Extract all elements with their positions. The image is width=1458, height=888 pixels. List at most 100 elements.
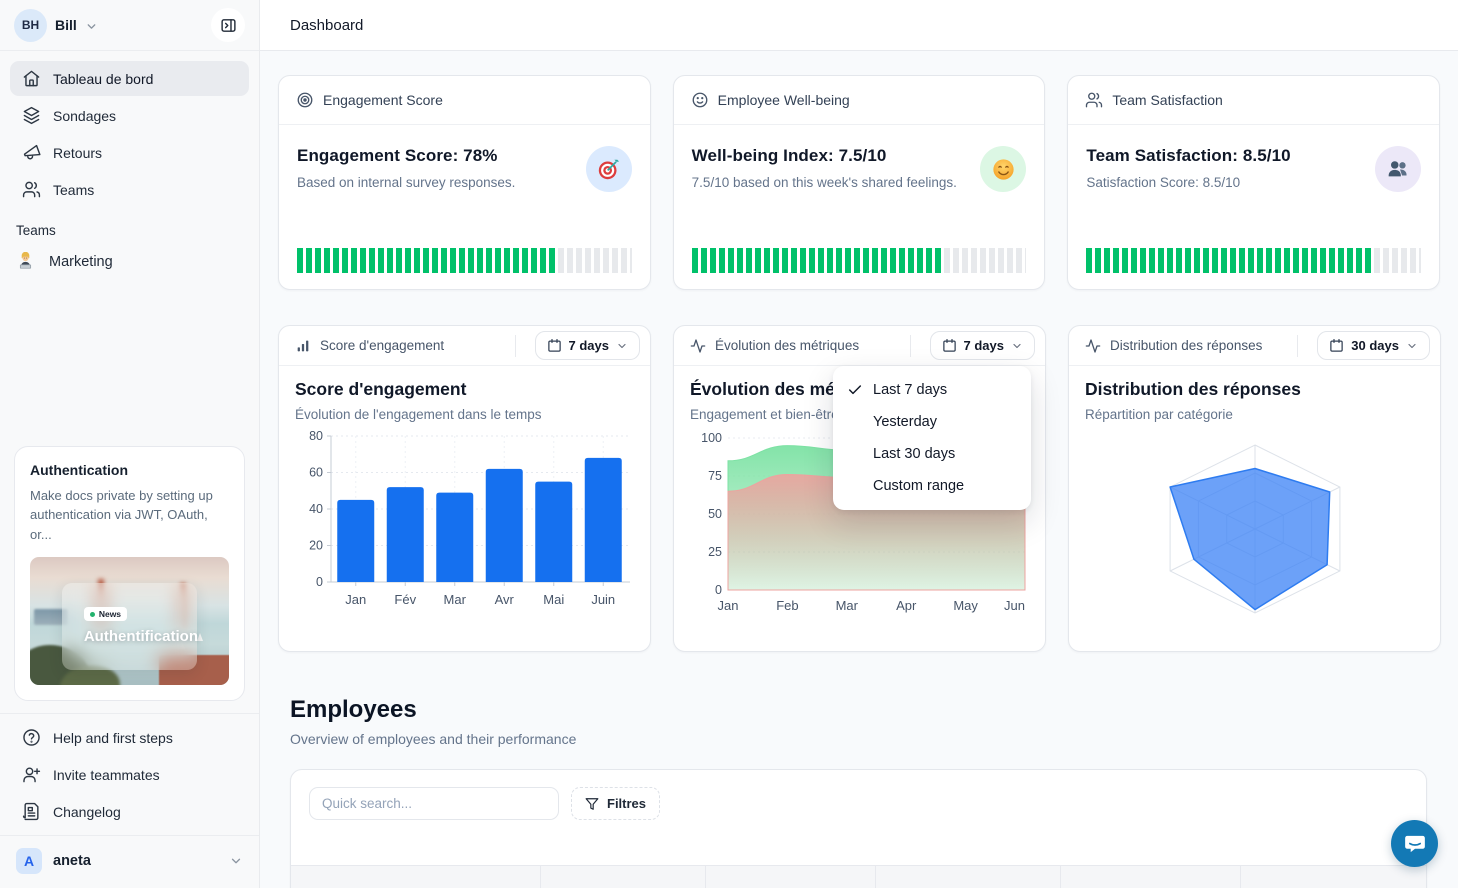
progress-fill <box>691 248 943 273</box>
chevron-down-icon <box>1011 340 1023 352</box>
workspace-avatar: A <box>16 848 42 874</box>
megaphone-icon <box>22 143 41 162</box>
page-title: Dashboard <box>290 16 364 34</box>
employees-toolbar: Filtres <box>291 770 1426 820</box>
chevron-down-icon <box>85 20 98 33</box>
card-header-label: Team Satisfaction <box>1112 92 1223 108</box>
range-selector-button[interactable]: 7 days <box>534 331 640 360</box>
card-body: Distribution des réponses Répartition pa… <box>1069 366 1440 632</box>
progress-fill <box>297 248 559 273</box>
svg-text:50: 50 <box>708 507 722 521</box>
card-body: Score d'engagement Évolution de l'engage… <box>279 366 650 612</box>
employee-wellbeing-card: Employee Well-being Well-being Index: 7.… <box>672 75 1046 290</box>
target-icon <box>296 91 314 109</box>
promo-title: Authentication <box>30 461 128 478</box>
smile-icon <box>691 91 709 109</box>
promo-image-label: Authentification <box>83 628 198 646</box>
svg-text:May: May <box>953 598 978 613</box>
sidebar-item-label: Invite teammates <box>53 766 160 783</box>
card-body: Well-being Index: 7.5/10 7.5/10 based on… <box>674 125 1045 192</box>
foliage-shape <box>60 665 120 685</box>
users-icon <box>22 180 41 199</box>
sidebar-section-teams: Teams <box>16 223 56 238</box>
promo-overlay-card: News Authentification <box>61 582 198 670</box>
svg-text:Fév: Fév <box>394 592 416 607</box>
range-label: 30 days <box>1351 338 1399 353</box>
workspace-switcher[interactable]: A aneta <box>0 836 259 888</box>
svg-text:Jan: Jan <box>718 598 739 613</box>
sidebar-item-retours[interactable]: Retours <box>10 135 249 170</box>
sidebar-header: BH Bill <box>0 0 259 50</box>
stat-title: Team Satisfaction: 8.5/10 <box>1086 146 1291 165</box>
column-header-user[interactable]: User <box>291 866 541 888</box>
menu-item-yesterday[interactable]: Yesterday <box>833 406 1031 438</box>
sidebar-item-label: Help and first steps <box>53 729 173 746</box>
employees-table-card: Filtres User Team <box>290 769 1427 888</box>
home-icon <box>22 69 41 88</box>
range-label: 7 days <box>568 338 609 353</box>
employees-section: Employees Overview of employees and thei… <box>260 652 1458 888</box>
filters-button[interactable]: Filtres <box>571 787 661 820</box>
divider <box>909 334 911 357</box>
chevron-down-icon <box>616 340 628 352</box>
sidebar-nav: Tableau de bord Sondages Retours Teams <box>0 51 259 209</box>
card-header: Engagement Score <box>279 76 650 125</box>
menu-item-label: Last 7 days <box>873 382 948 398</box>
sidebar-spacer <box>0 279 259 446</box>
column-header-position[interactable]: Position <box>706 866 876 888</box>
badge-dot-icon <box>89 611 95 617</box>
changelog-icon <box>22 802 41 821</box>
collapse-sidebar-button[interactable] <box>211 8 245 42</box>
sidebar-item-help[interactable]: Help and first steps <box>10 720 249 755</box>
chat-launcher-button[interactable] <box>1391 820 1438 867</box>
user-name[interactable]: Bill <box>55 17 77 33</box>
chat-bubble-icon <box>1403 832 1427 856</box>
satisfaction-progress-bar <box>1086 248 1422 273</box>
bar-chart-icon <box>295 338 311 354</box>
svg-text:0: 0 <box>715 583 722 597</box>
divider <box>1297 334 1299 357</box>
sidebar-item-sondages[interactable]: Sondages <box>10 98 249 133</box>
responses-radar-chart <box>1085 426 1426 632</box>
responses-distribution-card: Distribution des réponses 30 days Distri… <box>1068 325 1441 652</box>
svg-text:Jan: Jan <box>345 592 366 607</box>
target-emoji-icon <box>585 146 632 192</box>
avatar[interactable]: BH <box>14 8 47 42</box>
column-header-participation[interactable]: Participation <box>876 866 1061 888</box>
authentication-promo-card[interactable]: Authentication Make docs private by sett… <box>14 445 245 701</box>
sidebar-item-label: Changelog <box>53 803 121 820</box>
sidebar-item-label: Retours <box>53 144 103 161</box>
sidebar-item-marketing[interactable]: Marketing <box>0 244 259 279</box>
sidebar-item-teams[interactable]: Teams <box>10 172 249 207</box>
stat-subtitle: Satisfaction Score: 8.5/10 <box>1086 175 1241 190</box>
range-selector-button[interactable]: 7 days <box>929 331 1035 360</box>
sidebar-item-tableau-de-bord[interactable]: Tableau de bord <box>10 61 249 96</box>
column-header-team[interactable]: Team <box>541 866 706 888</box>
sidebar-item-changelog[interactable]: Changelog <box>10 794 249 829</box>
card-header: Team Satisfaction <box>1068 76 1440 125</box>
stat-title: Well-being Index: 7.5/10 <box>691 146 887 165</box>
menu-item-label: Last 30 days <box>873 446 956 462</box>
card-header-label: Distribution des réponses <box>1110 338 1263 353</box>
menu-item-custom-range[interactable]: Custom range <box>833 470 1031 502</box>
main-area: Dashboard Engagement Score Engagement Sc… <box>260 0 1458 888</box>
table-header-row: User Team Position <box>291 865 1426 888</box>
sidebar: BH Bill Tableau de bord Sondages <box>0 0 260 888</box>
column-header-performance[interactable]: Performance <box>1061 866 1241 888</box>
range-selector-button[interactable]: 30 days <box>1317 331 1430 360</box>
workspace-name: aneta <box>53 853 91 869</box>
sidebar-item-label: Teams <box>53 181 95 198</box>
card-header: Employee Well-being <box>673 76 1045 125</box>
column-header-tasks[interactable]: Tasks <box>1241 866 1426 888</box>
sidebar-item-invite[interactable]: Invite teammates <box>10 757 249 792</box>
activity-icon <box>690 338 706 354</box>
card-header-label: Évolution des métriques <box>715 338 860 353</box>
card-header-label: Engagement Score <box>323 92 443 108</box>
menu-item-last-30-days[interactable]: Last 30 days <box>833 438 1031 470</box>
menu-item-last-7-days[interactable]: Last 7 days <box>833 374 1031 406</box>
sidebar-item-label: Sondages <box>53 107 117 124</box>
chevron-down-icon <box>1406 340 1418 352</box>
divider <box>0 50 259 51</box>
svg-text:40: 40 <box>309 502 323 516</box>
search-input[interactable] <box>309 787 559 820</box>
